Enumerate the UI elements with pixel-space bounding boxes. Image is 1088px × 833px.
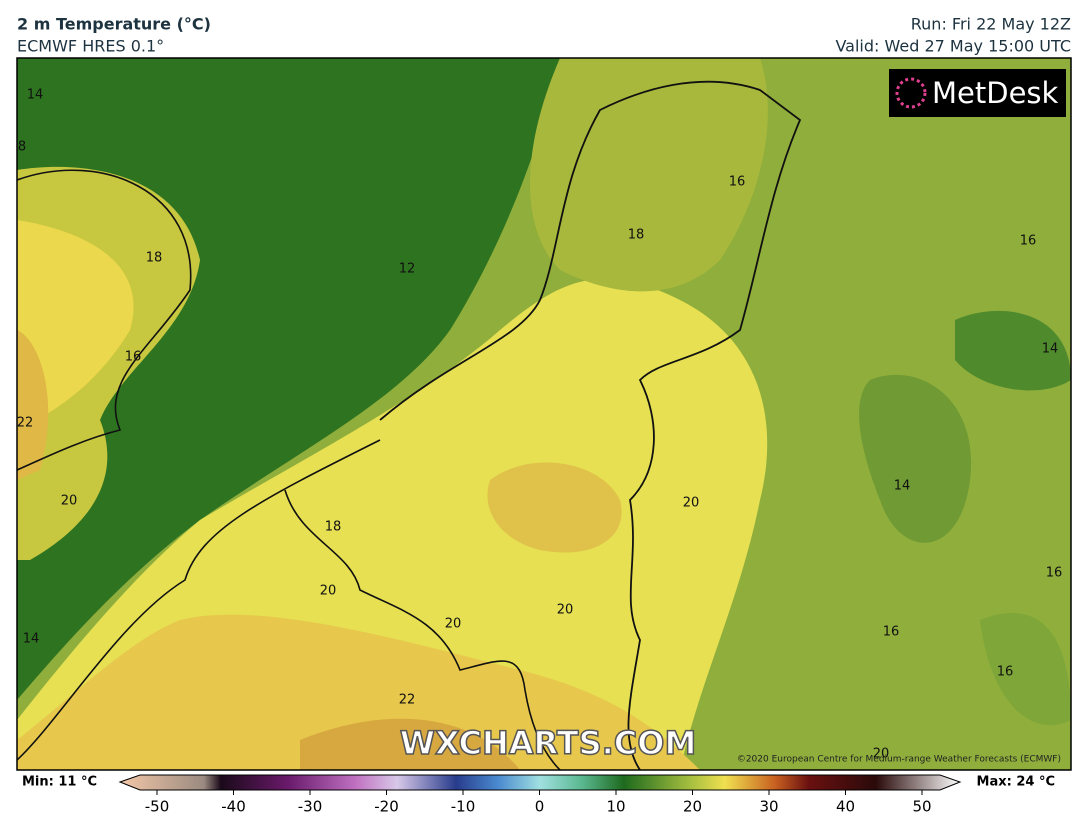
contour-label: 20 xyxy=(61,494,78,509)
subtitle: ECMWF HRES 0.1° xyxy=(17,37,164,56)
contour-label: 14 xyxy=(1042,342,1059,357)
colorbar-tick-label: 50 xyxy=(912,798,931,816)
contour-label: 16 xyxy=(1046,566,1063,581)
contour-label: 14 xyxy=(27,88,44,103)
contour-label: 12 xyxy=(399,262,416,277)
contour-label: 18 xyxy=(628,228,645,243)
contour-label: 16 xyxy=(125,350,142,365)
logo-box xyxy=(889,69,1066,117)
contour-label: 20 xyxy=(873,747,890,762)
north-nl xyxy=(530,58,768,292)
germany-cool xyxy=(859,374,972,543)
contour-label: 8 xyxy=(18,140,26,155)
contour-label: 20 xyxy=(557,603,574,618)
contour-label: 18 xyxy=(325,520,342,535)
contour-label: 16 xyxy=(997,665,1014,680)
watermark: WXCHARTS.COM xyxy=(400,724,697,762)
max-label: Max: 24 °C xyxy=(977,775,1055,790)
colorbar-tick-label: -40 xyxy=(221,798,246,816)
colorbar-tick-label: -10 xyxy=(451,798,476,816)
germany-cool-south xyxy=(980,613,1071,726)
england-hottest xyxy=(17,330,49,480)
contour-label: 16 xyxy=(883,625,900,640)
run-time: Run: Fri 22 May 12Z xyxy=(911,15,1071,34)
coastline-france xyxy=(17,439,381,761)
germany-cooler xyxy=(955,310,1071,391)
colorbar-tick-label: -20 xyxy=(374,798,399,816)
contour-label: 22 xyxy=(399,693,416,708)
contour-label: 20 xyxy=(320,584,337,599)
contour-label: 20 xyxy=(683,496,700,511)
france-hot xyxy=(17,614,700,770)
title: 2 m Temperature (°C) xyxy=(17,15,211,34)
contour-label: 14 xyxy=(23,632,40,647)
france-hottest xyxy=(300,718,520,770)
colorbar-tick-label: 40 xyxy=(836,798,855,816)
colorbar xyxy=(118,774,962,791)
valid-time: Valid: Wed 27 May 15:00 UTC xyxy=(835,37,1071,56)
contour-label: 16 xyxy=(1020,234,1037,249)
contour-label: 18 xyxy=(146,251,163,266)
copyright: ©2020 European Centre for Medium-range W… xyxy=(737,755,1061,765)
colorbar-tick-label: 30 xyxy=(759,798,778,816)
map-frame xyxy=(16,57,1072,771)
colorbar-tick-label: 0 xyxy=(535,798,545,816)
contour-label: 14 xyxy=(894,479,911,494)
colorbar-tick-label: 20 xyxy=(683,798,702,816)
coastline-border xyxy=(379,80,802,770)
logo-icon xyxy=(895,77,927,109)
min-label: Min: 11 °C xyxy=(22,775,97,790)
contour-label: 20 xyxy=(445,617,462,632)
map-area: MetDesk WXCHARTS.COM ©2020 European Cent… xyxy=(17,58,1071,770)
belgium-hot xyxy=(487,462,622,553)
contour-label: 16 xyxy=(729,175,746,190)
coastline-england xyxy=(17,169,192,471)
border-france-belgium xyxy=(284,489,561,770)
colorbar-tick-label: 10 xyxy=(606,798,625,816)
colorbar-tick-label: -30 xyxy=(298,798,323,816)
contour-label: 22 xyxy=(17,416,34,431)
colorbar-tick-label: -50 xyxy=(145,798,170,816)
logo-text: MetDesk xyxy=(932,76,1059,110)
england-hot xyxy=(17,220,134,430)
